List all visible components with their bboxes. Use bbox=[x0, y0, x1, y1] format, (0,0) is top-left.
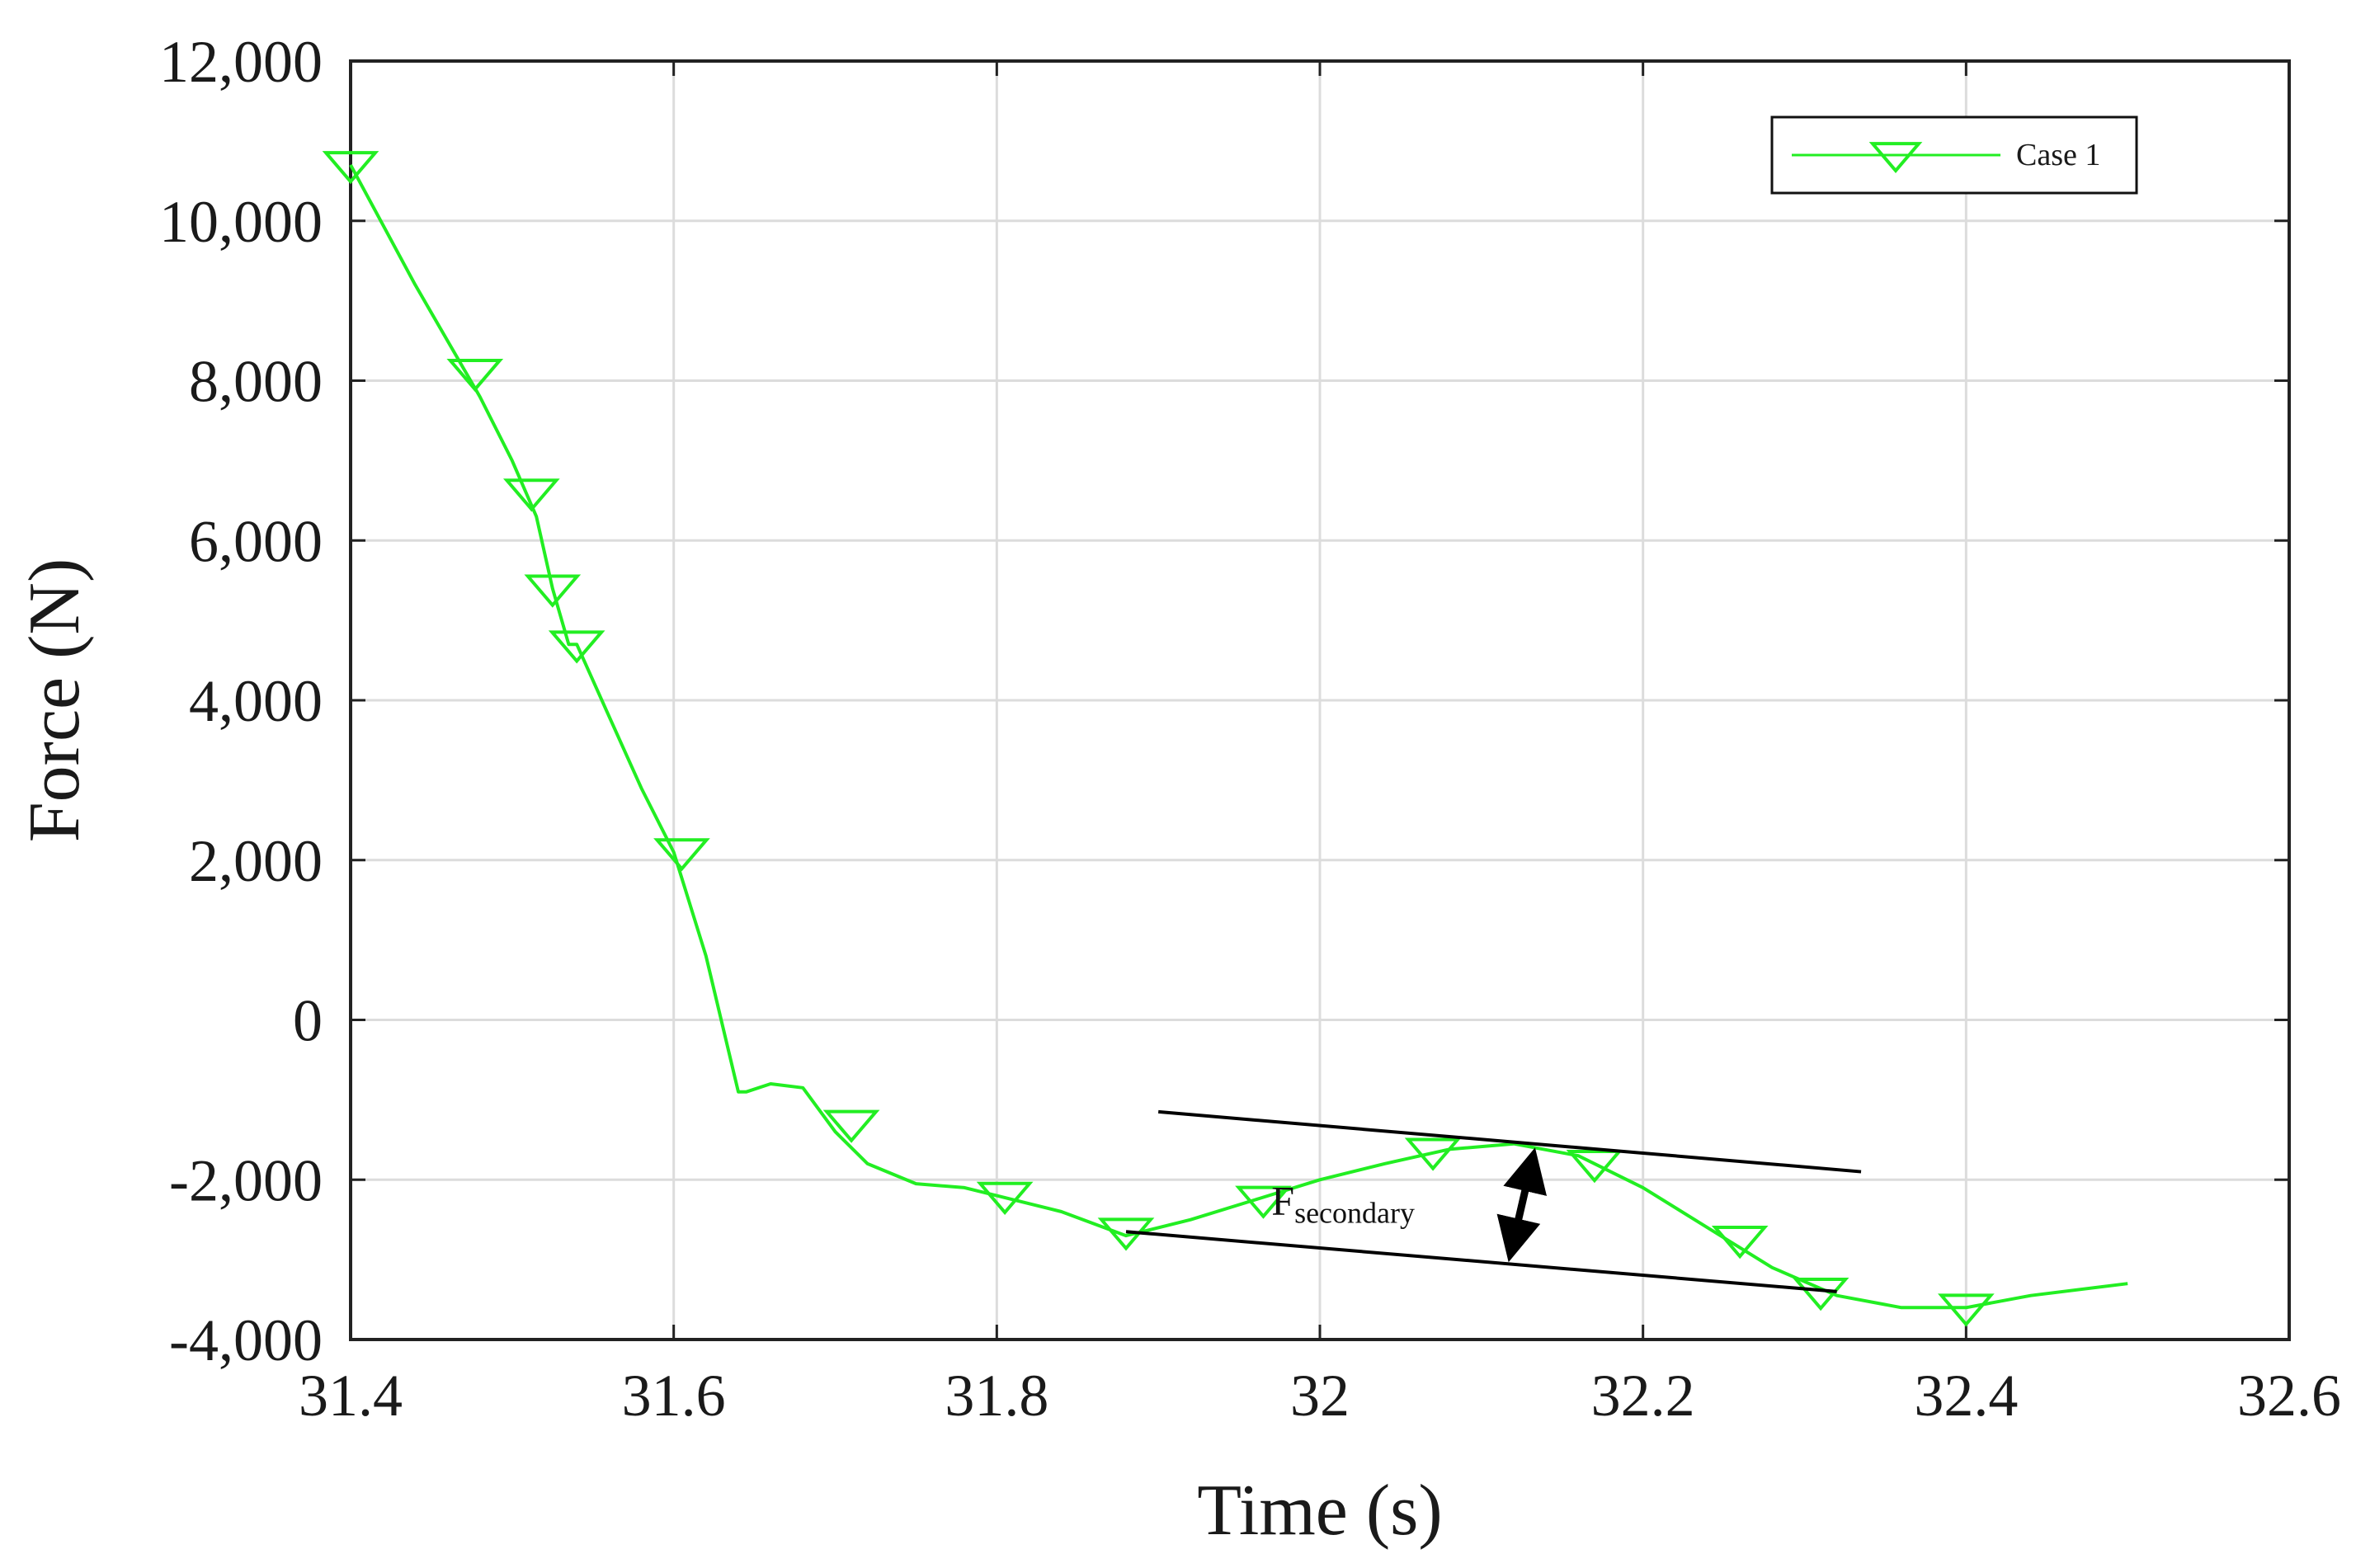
x-tick-label: 31.8 bbox=[945, 1363, 1048, 1429]
x-tick-label: 32.6 bbox=[2237, 1363, 2341, 1429]
y-tick-label: 10,000 bbox=[159, 189, 323, 255]
trend-line-upper bbox=[1157, 1109, 1862, 1174]
legend: Case 1 bbox=[1770, 115, 2138, 195]
series-marker bbox=[822, 1109, 880, 1143]
series-marker bbox=[653, 838, 710, 872]
y-tick-label: -2,000 bbox=[169, 1147, 323, 1213]
series-layer bbox=[322, 151, 2128, 1327]
legend-marker-case-1 bbox=[1868, 142, 1923, 173]
y-tick-label: 4,000 bbox=[189, 668, 323, 734]
legend-label-case-1: Case 1 bbox=[2016, 138, 2100, 172]
x-tick-label: 32.4 bbox=[1914, 1363, 2018, 1429]
trend-line-lower bbox=[1125, 1230, 1837, 1293]
annotation-layer: Fsecondary bbox=[1125, 1109, 1862, 1293]
y-tick-label: 12,000 bbox=[159, 29, 323, 95]
series-marker bbox=[1404, 1137, 1462, 1171]
x-tick-label: 32.2 bbox=[1591, 1363, 1695, 1429]
series-marker bbox=[1792, 1278, 1849, 1311]
double-arrow bbox=[1496, 1147, 1548, 1263]
annotation-label-f-secondary: Fsecondary bbox=[1271, 1177, 1415, 1229]
series-marker bbox=[524, 574, 582, 608]
y-tick-label: -4,000 bbox=[169, 1307, 323, 1373]
y-tick-label: 2,000 bbox=[189, 828, 323, 894]
series-marker bbox=[1235, 1185, 1292, 1219]
x-tick-label: 31.4 bbox=[299, 1363, 403, 1429]
x-axis-title: Time (s) bbox=[1197, 1471, 1442, 1551]
y-tick-label: 6,000 bbox=[189, 508, 323, 574]
x-axis: 31.4 31.6 31.8 32 32.2 32.4 32.6 bbox=[299, 61, 2341, 1429]
y-axis: -4,000 -2,000 0 2,000 4,000 6,000 8,000 10,000 1… bbox=[159, 29, 2289, 1373]
x-tick-label: 31.6 bbox=[622, 1363, 726, 1429]
annotation-label-subscript: secondary bbox=[1294, 1196, 1415, 1229]
y-tick-label: 0 bbox=[293, 988, 323, 1054]
series-marker bbox=[1566, 1150, 1623, 1184]
y-tick-label: 8,000 bbox=[189, 349, 323, 415]
series-marker bbox=[322, 151, 379, 185]
series-marker bbox=[1937, 1293, 1995, 1327]
x-tick-label: 32 bbox=[1290, 1363, 1350, 1429]
series-marker bbox=[502, 478, 560, 512]
y-axis-title: Force (N) bbox=[15, 558, 95, 843]
series-marker bbox=[976, 1181, 1034, 1215]
series-marker bbox=[446, 358, 504, 393]
series-marker bbox=[1711, 1226, 1769, 1260]
series-marker bbox=[548, 630, 605, 664]
annotation-label-main: F bbox=[1271, 1177, 1294, 1223]
series-line-case-1 bbox=[349, 163, 2128, 1310]
